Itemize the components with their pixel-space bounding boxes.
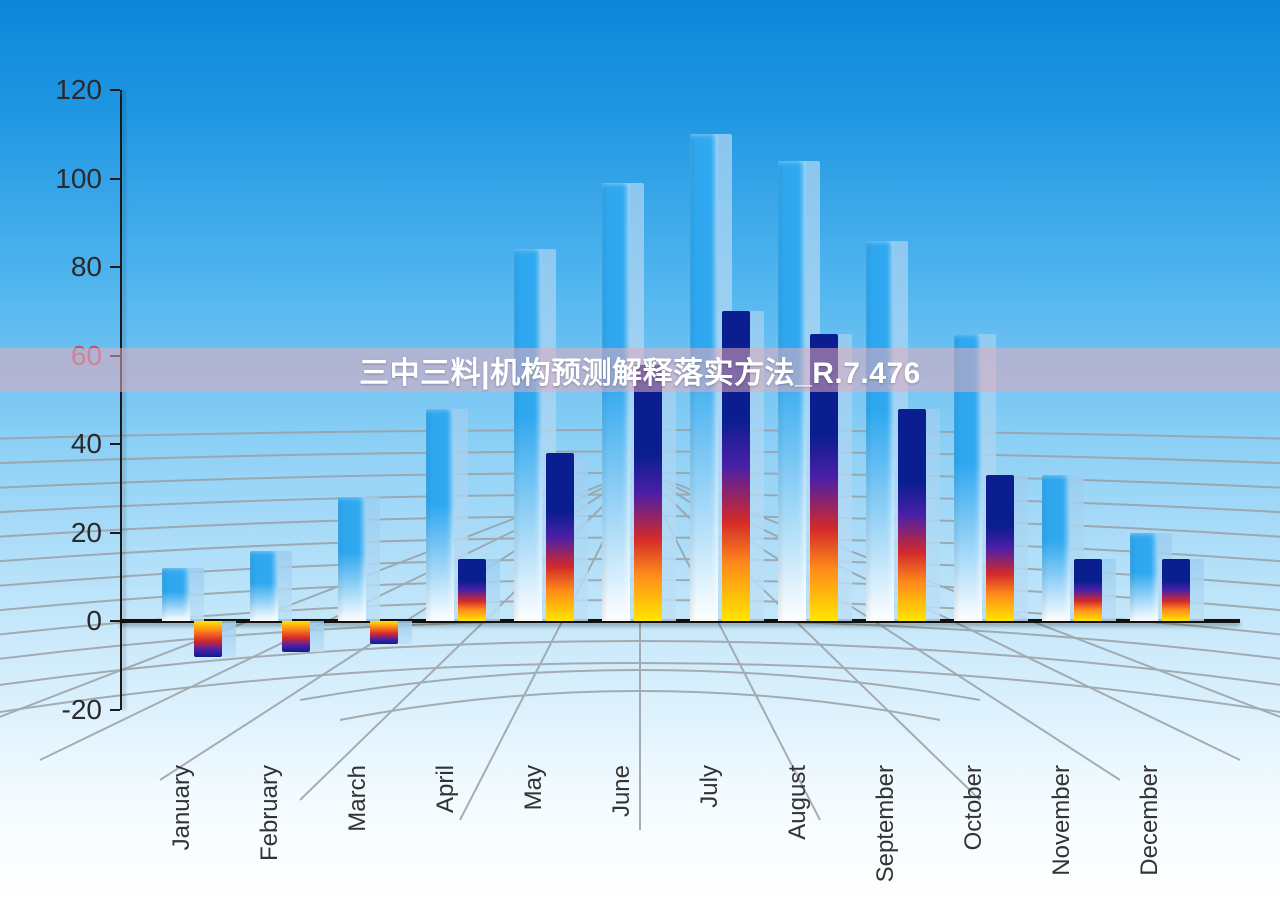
x-tick-label: September xyxy=(872,765,900,882)
y-tick xyxy=(110,266,120,268)
bar-secondary xyxy=(282,621,310,652)
y-tick xyxy=(110,443,120,445)
x-tick-label: July xyxy=(696,765,724,808)
bar-secondary xyxy=(898,409,926,622)
bar-primary xyxy=(162,568,190,621)
bar-primary xyxy=(338,497,366,621)
x-tick-label: December xyxy=(1136,765,1164,876)
bar-secondary xyxy=(1074,559,1102,621)
y-tick xyxy=(110,178,120,180)
x-tick-label: May xyxy=(520,765,548,810)
y-tick-label: 120 xyxy=(55,74,102,106)
bar-secondary xyxy=(546,453,574,621)
y-tick xyxy=(110,620,120,622)
x-tick-label: March xyxy=(344,765,372,832)
bar-primary xyxy=(250,551,278,622)
x-tick-label: October xyxy=(960,765,988,850)
y-tick xyxy=(110,532,120,534)
title-overlay-band: 三中三料|机构预测解释落实方法_R.7.476 xyxy=(0,348,1280,392)
bar-primary xyxy=(602,183,630,621)
x-tick-label: August xyxy=(784,765,812,840)
bar-secondary xyxy=(986,475,1014,621)
y-axis xyxy=(120,90,122,710)
y-tick-label: 0 xyxy=(86,605,102,637)
y-tick-label: 100 xyxy=(55,163,102,195)
y-tick xyxy=(110,89,120,91)
bar-secondary xyxy=(1162,559,1190,621)
bar-secondary xyxy=(634,365,662,622)
x-tick-label: January xyxy=(168,765,196,850)
y-tick xyxy=(110,709,120,711)
bar-secondary xyxy=(370,621,398,643)
x-tick-label: February xyxy=(256,765,284,861)
bar-chart: -20020406080100120JanuaryFebruaryMarchAp… xyxy=(120,90,1240,710)
plot-area: -20020406080100120JanuaryFebruaryMarchAp… xyxy=(120,90,1240,710)
bar-secondary xyxy=(458,559,486,621)
y-tick-label: 80 xyxy=(71,251,102,283)
x-tick-label: April xyxy=(432,765,460,813)
x-tick-label: June xyxy=(608,765,636,817)
title-text: 三中三料|机构预测解释落实方法_R.7.476 xyxy=(359,348,921,392)
y-tick-label: 20 xyxy=(71,517,102,549)
y-tick-label: -20 xyxy=(62,694,102,726)
bar-primary xyxy=(866,241,894,622)
bar-primary xyxy=(1042,475,1070,621)
bar-primary xyxy=(426,409,454,622)
bar-primary xyxy=(1130,533,1158,622)
bar-secondary xyxy=(194,621,222,656)
y-tick-label: 40 xyxy=(71,428,102,460)
x-tick-label: November xyxy=(1048,765,1076,876)
bar-primary xyxy=(514,249,542,621)
